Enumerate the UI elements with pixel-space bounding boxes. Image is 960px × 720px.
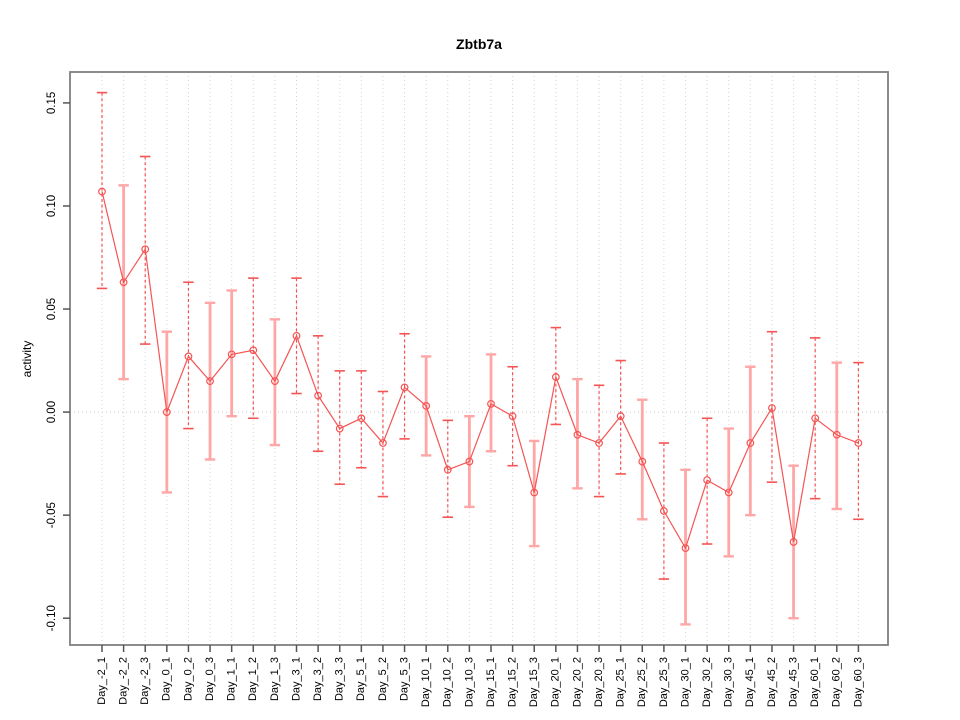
data-point xyxy=(811,414,820,423)
x-tick-label: Day_30_1 xyxy=(679,657,691,707)
x-tick-label: Day_15_3 xyxy=(528,657,540,707)
x-tick-label: Day_1_3 xyxy=(269,657,281,701)
x-tick-label: Day_10_2 xyxy=(442,657,454,707)
x-tick-label: Day_0_1 xyxy=(161,657,173,701)
x-tick-label: Day_25_3 xyxy=(658,657,670,707)
data-point xyxy=(357,414,366,423)
x-tick-label: Day_45_2 xyxy=(766,657,778,707)
data-point xyxy=(184,352,193,361)
data-point xyxy=(379,439,387,447)
data-point xyxy=(681,544,690,553)
data-point xyxy=(832,430,841,439)
x-tick-label: Day_20_1 xyxy=(550,657,562,707)
data-point xyxy=(270,377,279,386)
plot-frame xyxy=(69,71,889,646)
x-tick-label: Day_60_1 xyxy=(809,657,821,707)
data-point xyxy=(314,391,323,400)
x-tick-label: Day_5_2 xyxy=(377,657,389,701)
x-tick-label: Day_10_1 xyxy=(420,657,432,707)
x-tick-label: Day_3_2 xyxy=(312,657,324,701)
x-tick-label: Day_20_2 xyxy=(571,657,583,707)
x-tick-label: Day_15_1 xyxy=(485,657,497,707)
data-point xyxy=(789,538,798,546)
x-tick-label: Day_1_1 xyxy=(226,657,238,701)
x-tick-label: Day_30_2 xyxy=(701,657,713,707)
data-point xyxy=(119,278,128,287)
x-tick-label: Day_60_3 xyxy=(852,657,864,707)
data-point xyxy=(141,245,150,254)
data-point xyxy=(487,399,495,408)
data-point xyxy=(443,465,452,474)
x-tick-label: Day_10_3 xyxy=(463,657,475,707)
data-point xyxy=(422,402,431,410)
data-point xyxy=(530,488,539,497)
x-tick-label: Day_-2_1 xyxy=(96,657,108,705)
x-tick-label: Day_45_3 xyxy=(787,657,799,707)
x-tick-label: Day_30_3 xyxy=(723,657,735,707)
y-tick-label: 0.05 xyxy=(46,298,58,320)
data-point xyxy=(659,507,668,515)
x-tick-label: Day_3_1 xyxy=(290,657,302,701)
data-point xyxy=(746,439,755,447)
data-point xyxy=(573,430,582,439)
data-point xyxy=(703,476,712,485)
data-point xyxy=(227,350,236,359)
data-point xyxy=(551,373,560,381)
x-tick-label: Day_25_1 xyxy=(615,657,627,707)
x-tick-label: Day_0_2 xyxy=(182,657,194,701)
x-tick-label: Day_1_2 xyxy=(247,657,259,701)
y-tick-label: -0.10 xyxy=(46,605,58,631)
x-tick-label: Day_-2_2 xyxy=(118,657,130,705)
data-point xyxy=(616,412,625,421)
data-point xyxy=(595,439,603,447)
data-point xyxy=(638,457,647,466)
y-tick-label: 0.15 xyxy=(46,92,58,114)
data-point xyxy=(249,346,258,355)
x-tick-label: Day_5_1 xyxy=(355,657,367,701)
chart-title: Zbtb7a xyxy=(456,36,502,52)
x-tick-label: Day_0_3 xyxy=(204,657,216,701)
x-tick-label: Day_45_1 xyxy=(744,657,756,707)
data-point xyxy=(724,488,733,497)
x-tick-label: Day_3_3 xyxy=(334,657,346,701)
y-tick-label: 0.00 xyxy=(46,401,58,423)
data-point xyxy=(768,404,776,412)
data-point xyxy=(854,439,863,447)
data-point xyxy=(206,377,214,386)
y-tick-label: -0.05 xyxy=(46,502,58,528)
x-tick-label: Day_15_2 xyxy=(507,657,519,707)
y-tick-label: 0.10 xyxy=(46,195,58,217)
series-line xyxy=(101,191,859,550)
data-point xyxy=(465,457,474,466)
x-tick-label: Day_-2_3 xyxy=(139,657,151,705)
x-tick-label: Day_25_2 xyxy=(636,657,648,707)
data-point xyxy=(162,408,171,416)
x-tick-label: Day_20_3 xyxy=(593,657,605,707)
data-point xyxy=(400,383,409,392)
data-point xyxy=(508,412,517,421)
data-point xyxy=(292,331,301,340)
data-point xyxy=(98,187,106,196)
x-tick-label: Day_60_2 xyxy=(831,657,843,707)
data-point xyxy=(335,424,344,433)
x-tick-label: Day_5_3 xyxy=(398,657,410,701)
